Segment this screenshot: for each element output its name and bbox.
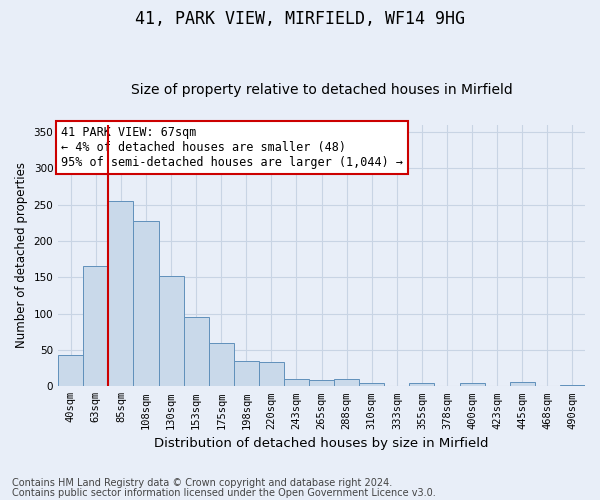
Bar	[309, 380, 334, 386]
Title: Size of property relative to detached houses in Mirfield: Size of property relative to detached ho…	[131, 83, 512, 97]
X-axis label: Distribution of detached houses by size in Mirfield: Distribution of detached houses by size …	[154, 437, 489, 450]
Bar	[460, 382, 485, 386]
Bar	[359, 384, 385, 386]
Bar	[284, 379, 309, 386]
Bar	[133, 220, 158, 386]
Bar	[184, 317, 209, 386]
Bar	[409, 382, 434, 386]
Bar	[334, 379, 359, 386]
Bar	[560, 385, 585, 386]
Bar	[109, 201, 133, 386]
Bar	[58, 355, 83, 386]
Text: Contains HM Land Registry data © Crown copyright and database right 2024.: Contains HM Land Registry data © Crown c…	[12, 478, 392, 488]
Bar	[83, 266, 109, 386]
Bar	[259, 362, 284, 386]
Bar	[158, 276, 184, 386]
Bar	[234, 361, 259, 386]
Text: 41, PARK VIEW, MIRFIELD, WF14 9HG: 41, PARK VIEW, MIRFIELD, WF14 9HG	[135, 10, 465, 28]
Text: 41 PARK VIEW: 67sqm
← 4% of detached houses are smaller (48)
95% of semi-detache: 41 PARK VIEW: 67sqm ← 4% of detached hou…	[61, 126, 403, 169]
Bar	[209, 344, 234, 386]
Y-axis label: Number of detached properties: Number of detached properties	[15, 162, 28, 348]
Bar	[510, 382, 535, 386]
Text: Contains public sector information licensed under the Open Government Licence v3: Contains public sector information licen…	[12, 488, 436, 498]
